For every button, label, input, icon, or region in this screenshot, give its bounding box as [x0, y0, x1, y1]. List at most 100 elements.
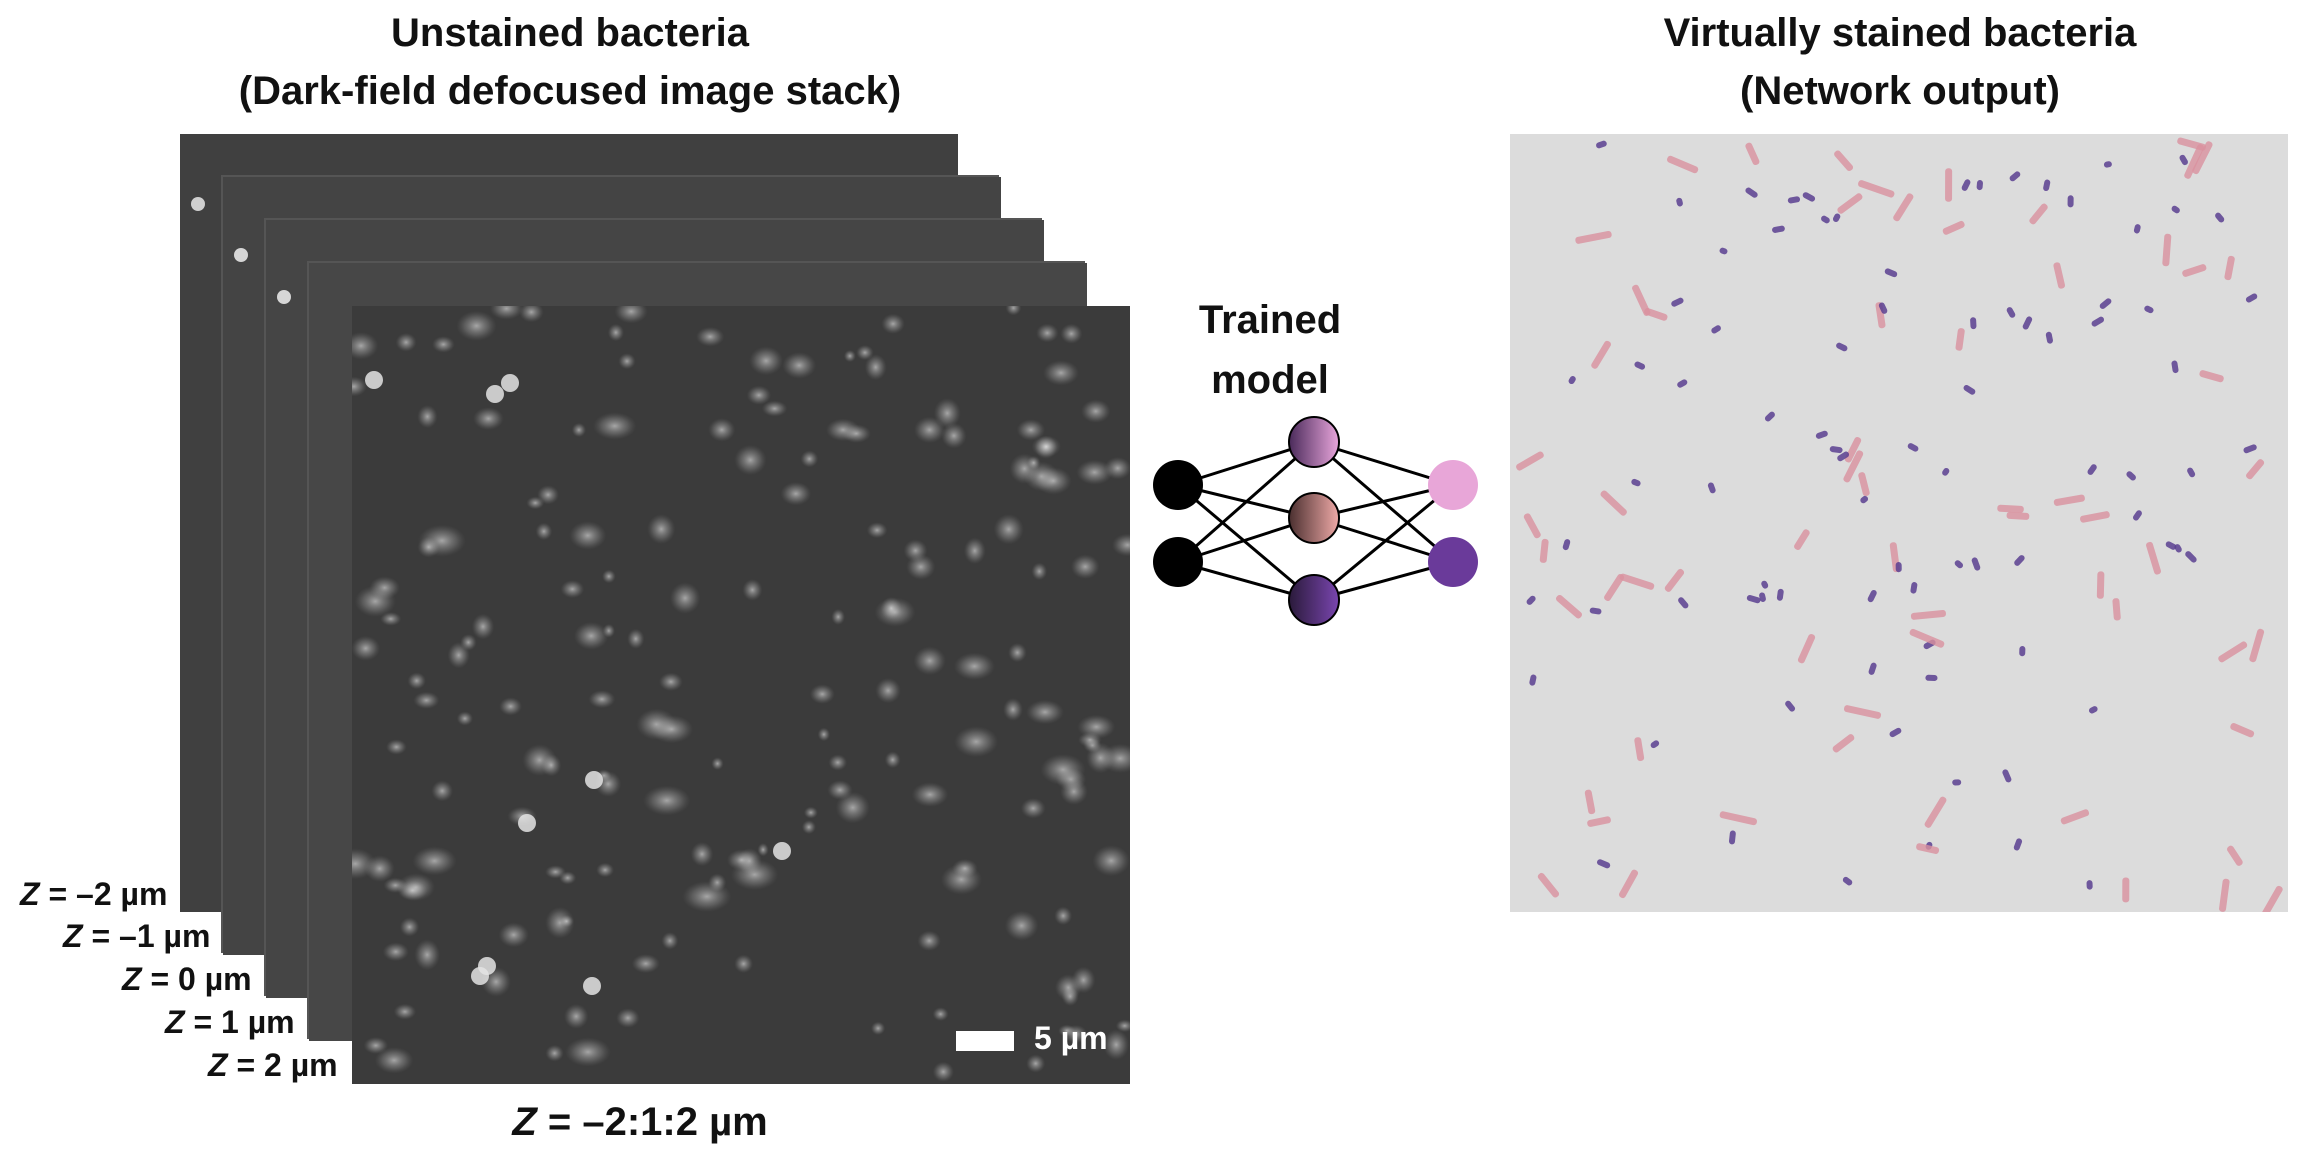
bacterium-spot	[803, 806, 818, 819]
bacterium-spot	[1040, 754, 1086, 786]
darkfield-stack-title: Unstained bacteria (Dark-field defocused…	[140, 4, 1000, 120]
gram-positive-bacterium	[1764, 411, 1775, 422]
gram-positive-bacterium	[1842, 876, 1853, 886]
bacterium-spot	[734, 954, 753, 973]
gram-negative-bacterium	[1584, 789, 1596, 815]
gram-positive-bacterium	[2215, 212, 2225, 223]
bacterium-spot	[841, 424, 871, 443]
gram-positive-bacterium	[1952, 779, 1962, 786]
bacterium-spot	[473, 407, 504, 430]
gram-positive-bacterium	[2091, 316, 2105, 327]
bacterium-spot	[730, 859, 779, 891]
gram-positive-bacterium	[2126, 471, 2136, 481]
gram-positive-bacterium	[2002, 769, 2012, 783]
gram-positive-bacterium	[1970, 317, 1977, 330]
gram-positive-bacterium	[1802, 192, 1816, 202]
hidden-node-icon	[1288, 492, 1340, 544]
gram-negative-bacterium	[1955, 328, 1965, 351]
bacterium-spot	[952, 859, 978, 878]
gram-negative-bacterium	[1858, 472, 1870, 497]
bacterium-spot	[1036, 323, 1059, 343]
neural-network-icon	[1153, 416, 1478, 626]
gram-positive-bacterium	[1836, 342, 1848, 352]
bacterium-spot	[602, 623, 615, 638]
gram-positive-bacterium	[2067, 195, 2074, 208]
gram-positive-bacterium	[1829, 446, 1843, 454]
bacterium-spot	[499, 697, 522, 716]
bacterium-spot	[1060, 323, 1083, 344]
gram-negative-bacterium	[2192, 141, 2213, 175]
z-label-value: = 1 µm	[184, 1004, 295, 1040]
bacterium-spot	[456, 711, 473, 726]
bacterium-spot	[875, 678, 901, 704]
gram-negative-bacterium	[1910, 609, 1946, 620]
gram-negative-bacterium	[2182, 264, 2207, 277]
bacterium-spot	[1092, 845, 1130, 877]
bacterium-spot	[417, 405, 438, 429]
gram-positive-bacterium	[2022, 316, 2033, 330]
bacterium-spot	[541, 754, 562, 777]
gram-negative-bacterium	[2184, 144, 2204, 179]
bacterium-spot	[1035, 467, 1072, 495]
bacterium-spot	[593, 412, 637, 440]
bacterium-spot	[1058, 1024, 1076, 1037]
gram-positive-bacterium	[2006, 307, 2016, 318]
bacterium-spot	[1003, 698, 1023, 721]
gram-negative-bacterium	[2006, 511, 2030, 520]
bacterium-spot	[413, 691, 440, 709]
gram-negative-bacterium	[1644, 308, 1668, 321]
bacterium-spot	[471, 613, 495, 640]
bacterium-spot	[354, 585, 396, 617]
z-range-value: = –2:1:2 µm	[536, 1100, 768, 1144]
bacterium-spot	[1016, 419, 1046, 441]
gram-negative-bacterium	[2249, 628, 2265, 663]
bacterium-spot	[1070, 554, 1100, 579]
z-label-value: = –1 µm	[82, 918, 211, 954]
gram-positive-bacterium	[1728, 830, 1736, 845]
gram-negative-bacterium	[1837, 193, 1863, 214]
z-label-2: Z = 2 µm	[208, 1047, 338, 1084]
bacterium-spot	[1103, 1029, 1130, 1060]
bacterium-spot	[835, 791, 870, 824]
gram-positive-bacterium	[1910, 582, 1918, 594]
gram-negative-bacterium	[1834, 150, 1854, 172]
bacterium-spot	[932, 1061, 954, 1082]
scale-bar-label: 5 µm	[1034, 1020, 1108, 1056]
bacterium-spot	[1026, 1054, 1046, 1073]
gram-positive-bacterium	[1785, 700, 1796, 712]
gram-positive-bacterium	[2185, 551, 2197, 563]
gram-positive-bacterium	[1776, 588, 1784, 601]
gram-positive-bacterium	[1676, 197, 1683, 207]
bacterium-spot	[565, 1037, 611, 1067]
bacterium-spot	[1112, 533, 1130, 557]
gram-negative-bacterium	[1909, 628, 1945, 648]
bacterium-spot	[386, 739, 407, 755]
bacterium-spot	[881, 313, 905, 334]
input-node-icon	[1153, 537, 1203, 587]
gram-positive-bacterium	[1971, 557, 1981, 571]
bacterium-spot	[432, 336, 455, 353]
gram-positive-bacterium	[2088, 706, 2098, 714]
bacterium-spot	[412, 846, 457, 876]
gram-positive-bacterium	[1529, 674, 1537, 686]
z-label-var: Z	[165, 1004, 185, 1040]
gram-positive-bacterium	[1884, 268, 1898, 278]
gram-negative-bacterium	[1893, 193, 1914, 222]
bacterium-spot	[742, 579, 763, 601]
bacterium-spot	[911, 782, 949, 807]
gram-negative-bacterium	[1843, 450, 1864, 483]
gram-negative-bacterium	[1945, 168, 1953, 202]
z-range-var: Z	[512, 1100, 537, 1144]
gram-negative-bacterium	[2029, 203, 2048, 225]
bacterium-spot	[564, 1004, 589, 1029]
bright-bacterium-spot	[471, 967, 489, 985]
bacterium-spot	[780, 482, 812, 506]
gram-positive-bacterium	[1821, 215, 1830, 224]
gram-negative-bacterium	[1843, 705, 1882, 719]
gram-negative-bacterium	[1844, 437, 1862, 463]
z-label-1: Z = 1 µm	[165, 1004, 295, 1041]
gram-negative-bacterium	[1539, 538, 1549, 563]
gram-negative-bacterium	[1916, 843, 1940, 854]
bright-bacterium-spot	[486, 385, 504, 403]
darkfield-stack-title-line2: (Dark-field defocused image stack)	[238, 69, 902, 113]
